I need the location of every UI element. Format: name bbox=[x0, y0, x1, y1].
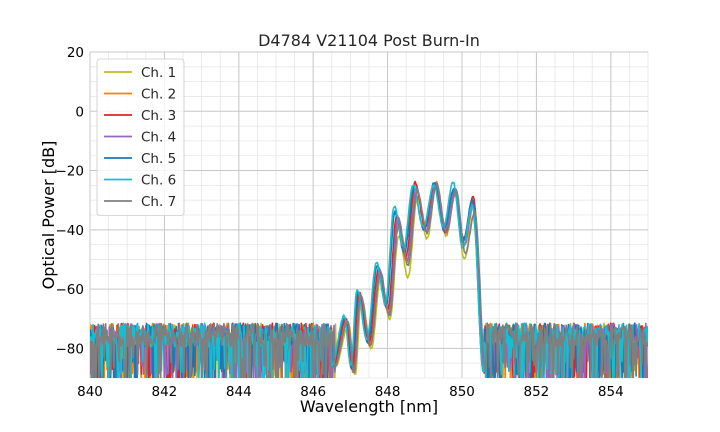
y-tick-label: −80 bbox=[56, 341, 85, 357]
x-tick-label: 854 bbox=[598, 384, 624, 400]
legend-label-6: Ch. 6 bbox=[141, 173, 176, 189]
chart-title: D4784 V21104 Post Burn-In bbox=[258, 31, 480, 50]
legend-box bbox=[96, 58, 185, 216]
y-axis-ticks: 20 0 −20 −40 −60 −80 bbox=[56, 45, 85, 357]
x-tick-label: 846 bbox=[300, 384, 326, 400]
legend-label-1: Ch. 1 bbox=[141, 65, 176, 81]
y-tick-label: 0 bbox=[75, 104, 84, 120]
y-tick-label: 20 bbox=[67, 45, 84, 61]
x-tick-label: 852 bbox=[524, 384, 550, 400]
y-tick-label: −20 bbox=[56, 164, 85, 180]
x-tick-label: 850 bbox=[449, 384, 475, 400]
legend-label-4: Ch. 4 bbox=[141, 130, 176, 146]
x-axis-label: Wavelength [nm] bbox=[300, 397, 438, 416]
y-tick-label: −40 bbox=[56, 223, 85, 239]
series-layer bbox=[90, 180, 648, 378]
legend-label-2: Ch. 2 bbox=[141, 87, 176, 103]
x-tick-label: 842 bbox=[152, 384, 178, 400]
legend-label-3: Ch. 3 bbox=[141, 108, 176, 124]
x-tick-label: 840 bbox=[77, 384, 103, 400]
y-axis-label: Optical Power [dB] bbox=[39, 141, 58, 290]
legend-label-7: Ch. 7 bbox=[141, 194, 176, 210]
x-tick-label: 844 bbox=[226, 384, 252, 400]
legend: Ch. 1 Ch. 2 Ch. 3 Ch. 4 Ch. 5 Ch. 6 Ch. 7 bbox=[96, 58, 185, 216]
series-line-7 bbox=[90, 184, 648, 378]
y-tick-label: −60 bbox=[56, 282, 85, 298]
x-axis-ticks: 840 842 844 846 848 850 852 854 bbox=[77, 384, 624, 400]
legend-label-5: Ch. 5 bbox=[141, 151, 176, 167]
x-tick-label: 848 bbox=[375, 384, 401, 400]
